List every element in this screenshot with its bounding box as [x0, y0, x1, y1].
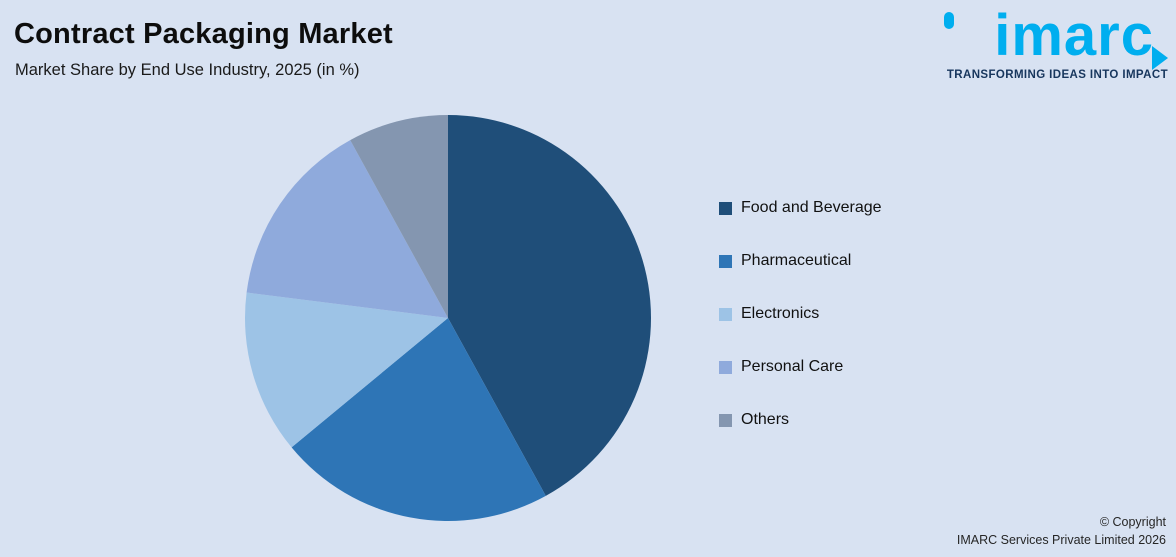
pie-slice-electronics [245, 292, 448, 448]
imarc-dot-icon [944, 12, 954, 29]
page-subtitle: Market Share by End Use Industry, 2025 (… [15, 61, 360, 79]
legend-swatch-personal-care [719, 360, 732, 374]
pie-slice-personal-care [246, 140, 448, 318]
legend-item-others: Others [719, 411, 882, 429]
legend-label-others: Others [741, 411, 790, 428]
imarc-arrow-icon [1152, 46, 1168, 70]
legend-item-electronics: Electronics [719, 305, 882, 323]
pie-chart [245, 115, 651, 521]
imarc-logo-text: imarc [994, 3, 1154, 68]
copyright-line1: © Copyright [1099, 514, 1166, 529]
legend-label-food-and-beverage: Food and Beverage [741, 199, 882, 216]
legend-swatch-electronics [719, 307, 732, 321]
legend-swatch-others [719, 413, 732, 427]
page-title: Contract Packaging Market [14, 18, 393, 50]
legend-item-food-and-beverage: Food and Beverage [719, 199, 882, 217]
legend-swatch-pharmaceutical [719, 254, 732, 268]
imarc-logo-tagline: TRANSFORMING IDEAS INTO IMPACT [946, 68, 1168, 81]
imarc-logo: imarc TRANSFORMING IDEAS INTO IMPACT [928, 3, 1168, 81]
copyright: © Copyright IMARC Services Private Limit… [957, 513, 1166, 549]
legend-swatch-food-and-beverage [719, 201, 732, 215]
pie-chart-container [242, 112, 654, 524]
legend-item-personal-care: Personal Care [719, 358, 882, 376]
legend-label-personal-care: Personal Care [741, 358, 844, 375]
copyright-line2: IMARC Services Private Limited 2026 [956, 532, 1166, 547]
pie-slice-food-and-beverage [448, 115, 651, 496]
legend: Food and Beverage Pharmaceutical Electroni… [719, 199, 882, 464]
legend-item-pharmaceutical: Pharmaceutical [719, 252, 882, 270]
pie-slice-pharmaceutical [291, 318, 546, 521]
legend-label-pharmaceutical: Pharmaceutical [741, 252, 852, 269]
legend-label-electronics: Electronics [741, 305, 820, 322]
pie-slice-others [350, 115, 448, 318]
